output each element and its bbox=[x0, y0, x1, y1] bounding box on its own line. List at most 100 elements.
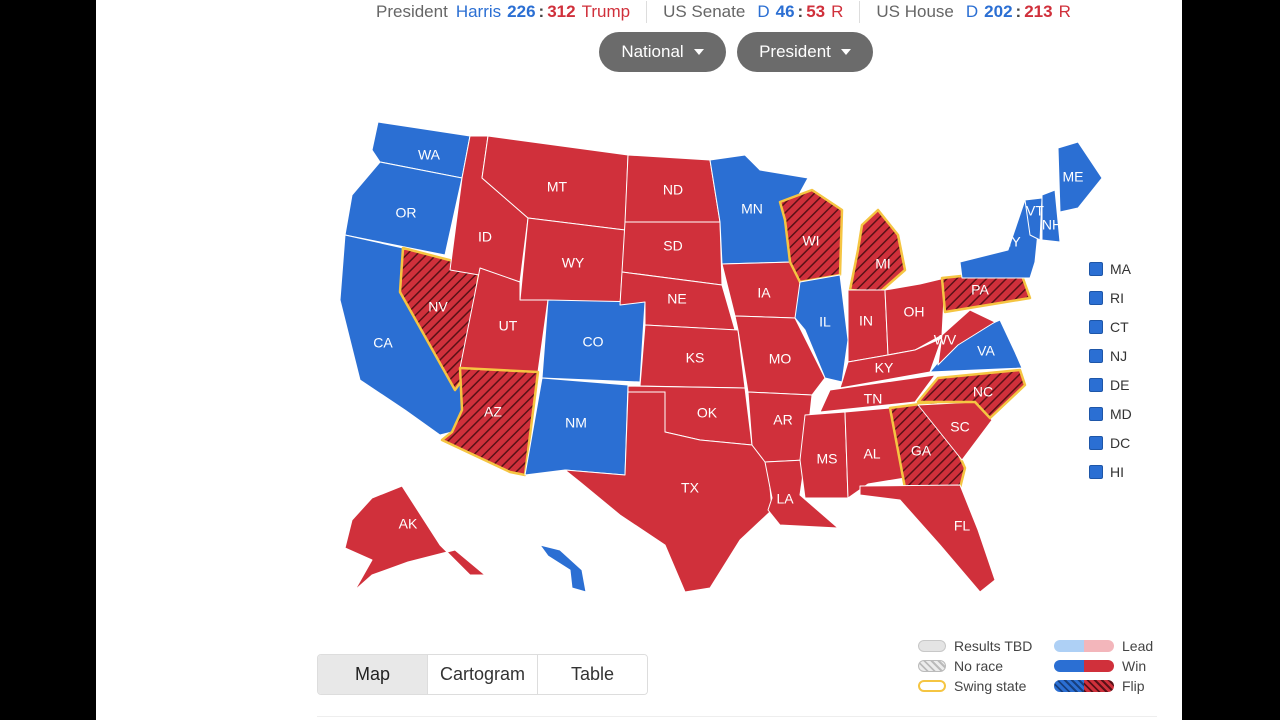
legend-results-tbd-label: Results TBD bbox=[954, 638, 1033, 654]
state-fl[interactable] bbox=[859, 484, 996, 593]
house-dem-prefix: D bbox=[965, 2, 979, 21]
small-state-nj[interactable]: NJ bbox=[1089, 341, 1132, 370]
senate-rep-seats: 53 bbox=[806, 2, 826, 21]
state-il[interactable] bbox=[794, 274, 849, 383]
state-tn[interactable] bbox=[819, 374, 936, 413]
state-label-vt: VT bbox=[1026, 203, 1044, 219]
us-electoral-map: WA OR CA NV ID MT WY UT AZ CO NM ND SD NE KS OK TX MN IA MO… bbox=[339, 121, 1103, 593]
house-rep-seats: 213 bbox=[1024, 2, 1053, 21]
state-az[interactable] bbox=[440, 366, 540, 477]
state-label-sd: SD bbox=[663, 238, 682, 254]
house-rep-suffix: R bbox=[1058, 2, 1071, 21]
state-ms[interactable] bbox=[799, 411, 849, 499]
state-label-pa: PA bbox=[971, 282, 989, 298]
state-me[interactable] bbox=[1057, 141, 1103, 213]
state-label-or: OR bbox=[396, 205, 417, 221]
legend-flip: Flip bbox=[1054, 678, 1145, 694]
state-label-nm: NM bbox=[565, 415, 587, 431]
small-state-de[interactable]: DE bbox=[1089, 370, 1132, 399]
state-wv[interactable] bbox=[937, 309, 996, 366]
state-label-tn: TN bbox=[864, 391, 883, 407]
state-label-id: ID bbox=[478, 229, 492, 245]
state-label-al: AL bbox=[863, 446, 880, 462]
state-ak[interactable] bbox=[344, 485, 486, 591]
small-state-ma[interactable]: MA bbox=[1089, 254, 1132, 283]
state-or[interactable] bbox=[344, 161, 463, 256]
president-label: President bbox=[376, 2, 448, 21]
region-dropdown-label: National bbox=[621, 42, 684, 61]
scoreboard-president[interactable]: President Harris 226 : 312 Trump bbox=[376, 1, 646, 23]
state-label-wy: WY bbox=[562, 255, 585, 271]
rep-candidate-name: Trump bbox=[581, 2, 631, 21]
score-separator: : bbox=[1015, 2, 1022, 21]
swing-swatch bbox=[918, 680, 946, 692]
win-swatch bbox=[1054, 660, 1114, 672]
senate-rep-suffix: R bbox=[831, 2, 844, 21]
state-label-co: CO bbox=[583, 334, 604, 350]
state-ky[interactable] bbox=[839, 337, 943, 389]
small-state-label: DE bbox=[1110, 376, 1130, 393]
state-color-square bbox=[1089, 435, 1103, 450]
small-state-label: HI bbox=[1110, 463, 1124, 480]
small-state-ct[interactable]: CT bbox=[1089, 312, 1132, 341]
tab-map[interactable]: Map bbox=[318, 655, 427, 694]
region-dropdown[interactable]: National bbox=[599, 32, 726, 72]
state-tx[interactable] bbox=[564, 391, 773, 593]
state-label-mo: MO bbox=[769, 351, 792, 367]
state-al[interactable] bbox=[844, 407, 906, 499]
state-label-wa: WA bbox=[418, 147, 441, 163]
small-state-label: CT bbox=[1110, 318, 1129, 335]
legend-results-tbd: Results TBD bbox=[918, 638, 1032, 654]
caret-down-icon bbox=[840, 49, 851, 55]
state-label-mt: MT bbox=[547, 179, 568, 195]
state-label-ms: MS bbox=[817, 451, 838, 467]
legend-swing-state: Swing state bbox=[918, 678, 1026, 694]
state-color-square bbox=[1089, 406, 1103, 421]
state-label-ok: OK bbox=[697, 405, 718, 421]
score-separator: : bbox=[797, 2, 804, 21]
race-dropdown[interactable]: President bbox=[737, 32, 873, 72]
state-label-nv: NV bbox=[428, 299, 448, 315]
state-label-ut: UT bbox=[499, 318, 518, 334]
scoreboard-house[interactable]: US House D 202 : 213 R bbox=[859, 1, 1086, 23]
state-label-ak: AK bbox=[399, 516, 418, 532]
state-label-nc: NC bbox=[973, 384, 993, 400]
tab-cartogram[interactable]: Cartogram bbox=[427, 655, 537, 694]
lead-swatch bbox=[1054, 640, 1114, 652]
state-mi[interactable] bbox=[848, 208, 907, 294]
state-label-la: LA bbox=[776, 491, 794, 507]
senate-dem-seats: 46 bbox=[775, 2, 795, 21]
small-states-list: MA RI CT NJ DE MD DC HI bbox=[1089, 254, 1132, 486]
state-nh[interactable] bbox=[1041, 189, 1061, 243]
small-state-label: NJ bbox=[1110, 347, 1128, 364]
state-label-ga: GA bbox=[911, 443, 932, 459]
state-label-fl: FL bbox=[954, 518, 971, 534]
legend-win-label: Win bbox=[1122, 658, 1147, 674]
small-state-ri[interactable]: RI bbox=[1089, 283, 1132, 312]
senate-dem-prefix: D bbox=[757, 2, 770, 21]
state-label-in: IN bbox=[859, 313, 873, 329]
scoreboard-senate[interactable]: US Senate D 46 : 53 R bbox=[646, 1, 859, 23]
tab-table[interactable]: Table bbox=[537, 655, 647, 694]
state-color-square bbox=[1089, 464, 1103, 479]
state-color-square bbox=[1089, 319, 1103, 334]
score-separator: : bbox=[538, 2, 545, 21]
small-state-hi[interactable]: HI bbox=[1089, 457, 1132, 486]
state-color-square bbox=[1089, 377, 1103, 392]
state-nc[interactable] bbox=[916, 368, 1027, 420]
state-label-ky: KY bbox=[875, 360, 894, 376]
legend-win: Win bbox=[1054, 658, 1146, 674]
state-hi[interactable] bbox=[539, 544, 587, 593]
state-label-ks: KS bbox=[686, 350, 705, 366]
small-state-dc[interactable]: DC bbox=[1089, 428, 1132, 457]
rep-electoral-votes: 312 bbox=[547, 2, 576, 21]
small-state-md[interactable]: MD bbox=[1089, 399, 1132, 428]
legend-no-race-label: No race bbox=[954, 658, 1004, 674]
legend-flip-label: Flip bbox=[1122, 678, 1145, 694]
dem-candidate-name: Harris bbox=[455, 2, 502, 21]
race-dropdown-label: President bbox=[759, 42, 831, 61]
state-label-me: ME bbox=[1063, 169, 1084, 185]
state-label-nd: ND bbox=[663, 182, 683, 198]
state-vt[interactable] bbox=[1024, 197, 1043, 241]
legend-lead: Lead bbox=[1054, 638, 1153, 654]
